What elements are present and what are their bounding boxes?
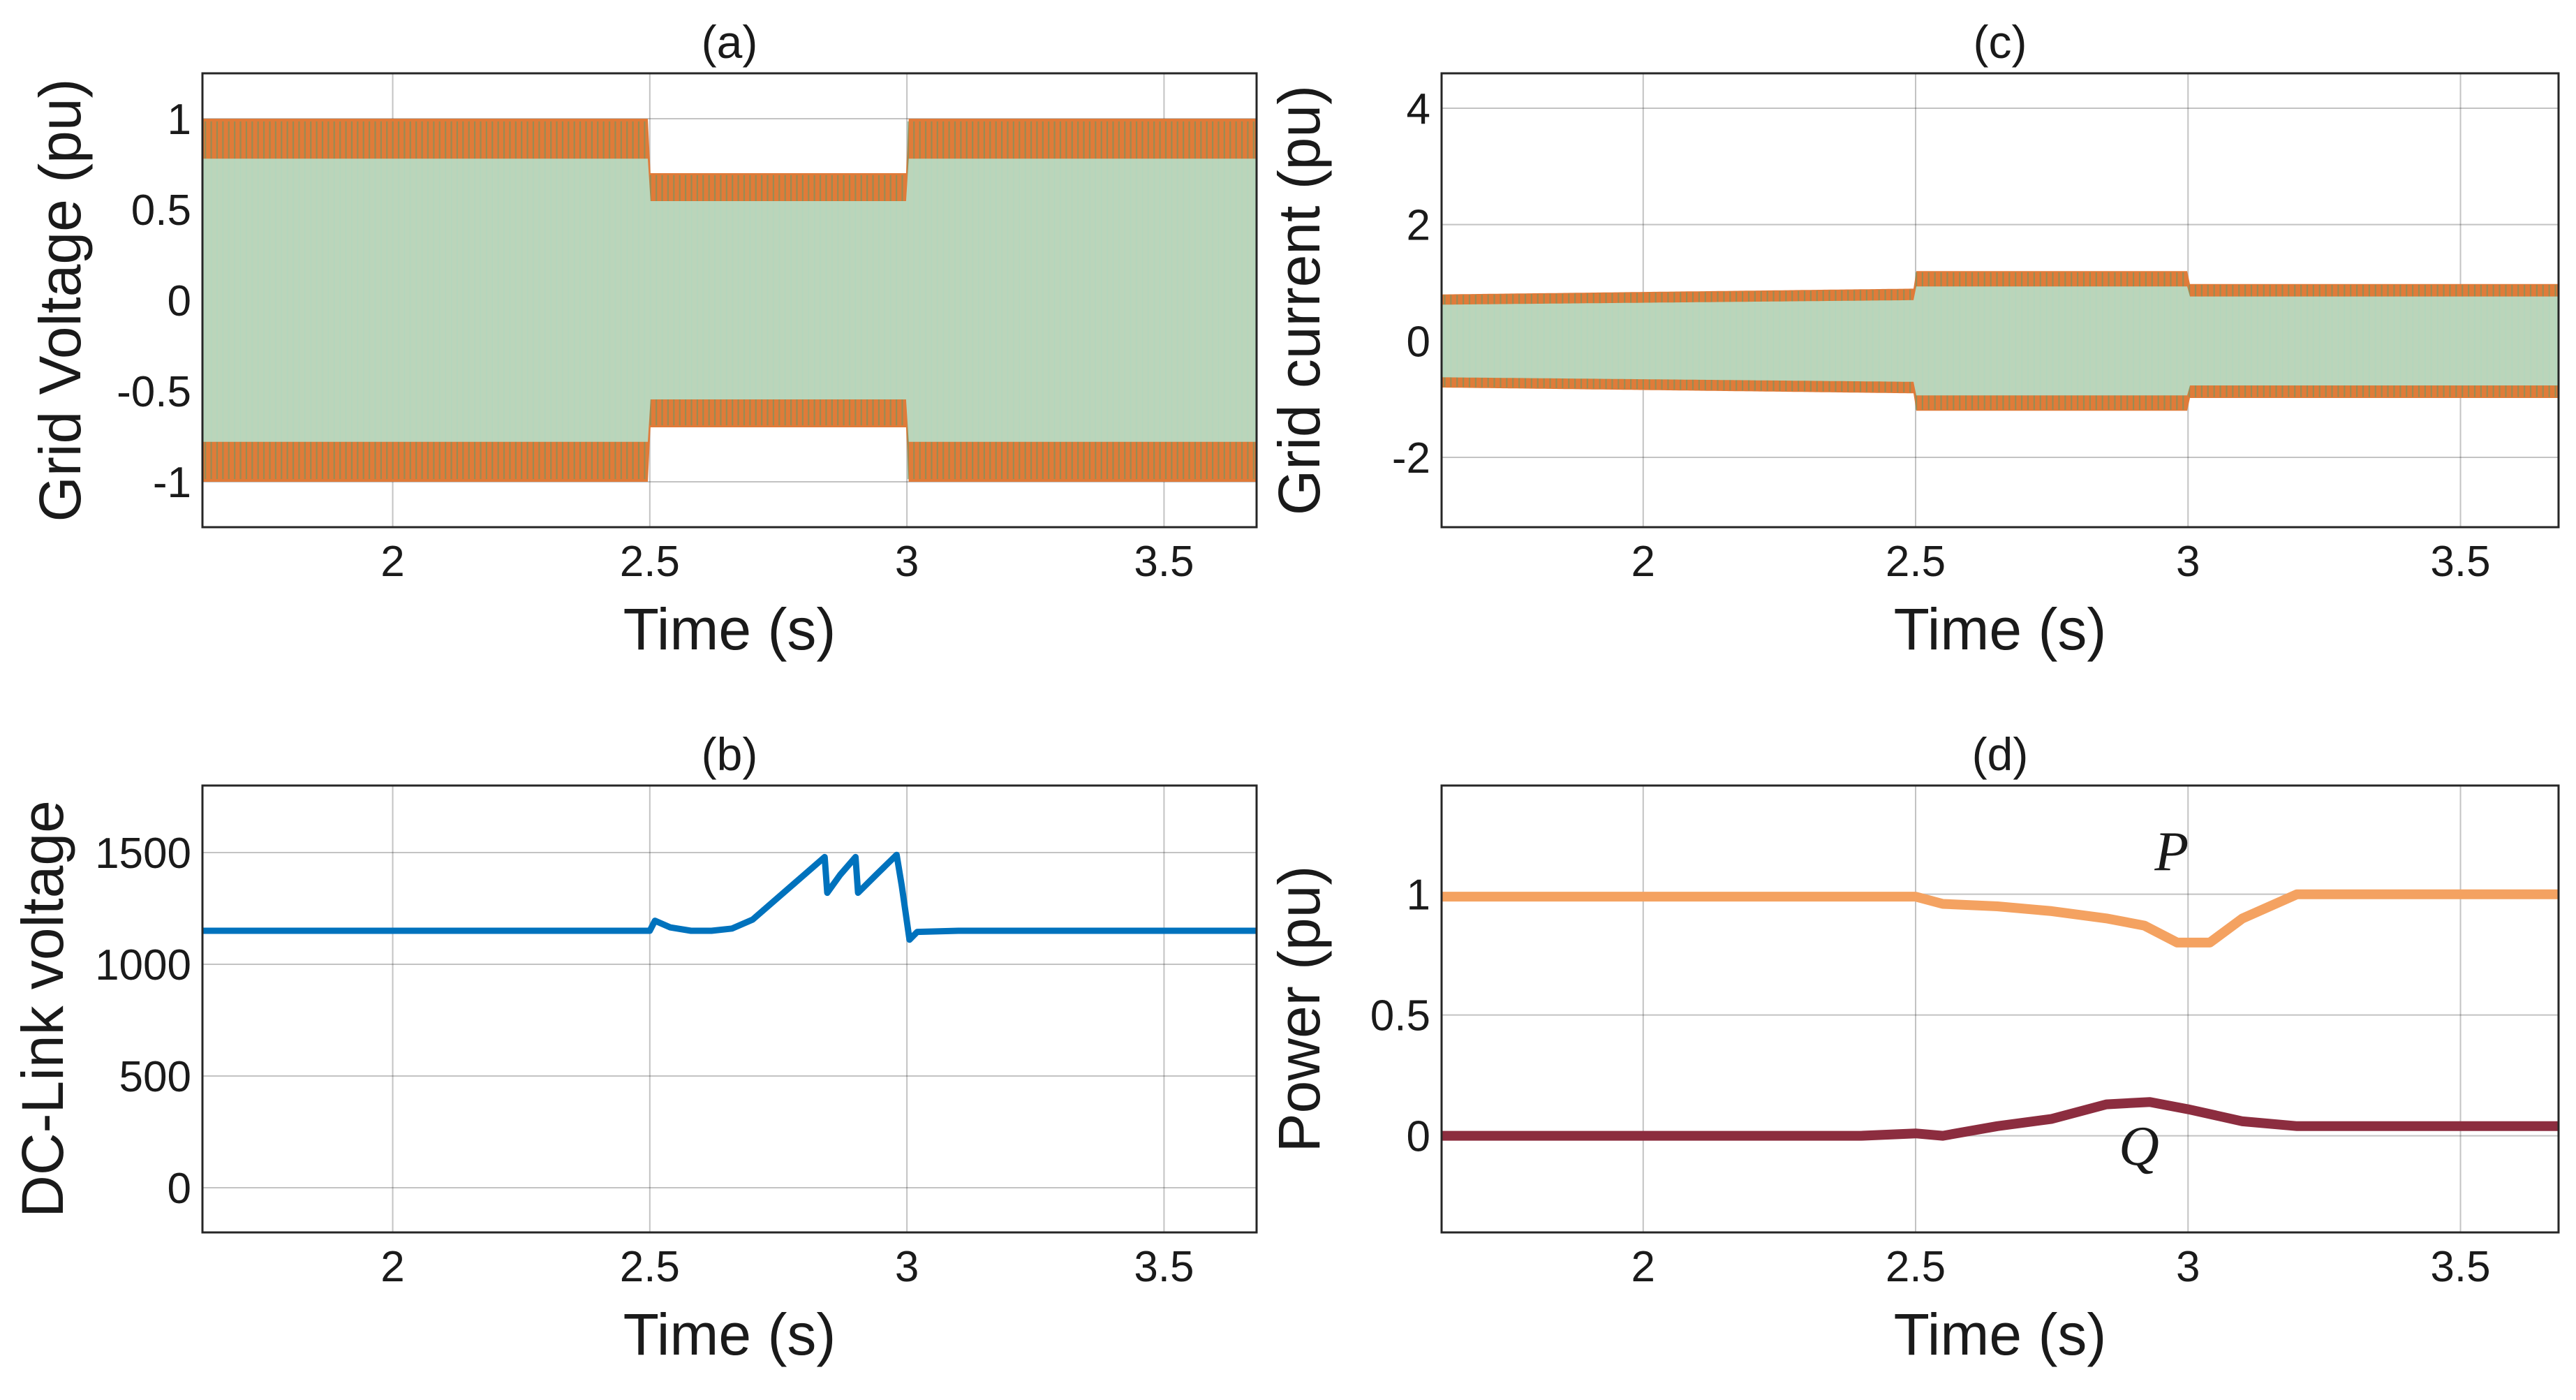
x-tick-label: 2 bbox=[1631, 1243, 1655, 1291]
chart-title: (c) bbox=[1974, 16, 2027, 68]
chart-title: (d) bbox=[1972, 728, 2029, 780]
y-tick-label: -1 bbox=[153, 459, 191, 507]
waveform-core bbox=[202, 159, 1257, 442]
x-tick-label: 3.5 bbox=[2430, 538, 2490, 586]
y-tick-label: 2 bbox=[1407, 202, 1430, 250]
x-tick-label: 2.5 bbox=[620, 1243, 680, 1291]
x-tick-label: 3.5 bbox=[1134, 538, 1194, 586]
panel-d-power: 2 2.5 3 3.5 0 0.5 1 (d) Time (s) Power (pu) P Q bbox=[1266, 728, 2560, 1367]
x-tick-label: 3.5 bbox=[1134, 1243, 1194, 1291]
axes-frame bbox=[201, 784, 1258, 1234]
axes-frame bbox=[1440, 72, 2560, 529]
x-tick-label: 2.5 bbox=[1886, 1243, 1946, 1291]
y-axis-label: Power (pu) bbox=[1266, 866, 1332, 1153]
panel-a-grid-voltage: 2 2.5 3 3.5 -1 -0.5 0 0.5 1 (a) Time (s) Grid Volta… bbox=[27, 16, 1258, 662]
x-axis-label: Time (s) bbox=[623, 596, 836, 662]
x-tick-label: 3 bbox=[2176, 1243, 2200, 1291]
x-tick-label: 2 bbox=[1631, 538, 1655, 586]
panel-b-dc-link-voltage: 2 2.5 3 3.5 0 500 1000 1500 (b) Time (s) DC-Link v… bbox=[10, 728, 1258, 1367]
plot-area bbox=[202, 119, 1257, 482]
axes-frame bbox=[201, 72, 1258, 529]
y-tick-label: 4 bbox=[1407, 85, 1430, 133]
plot-area bbox=[202, 851, 1257, 943]
panel-c-grid-current: 2 2.5 3 3.5 -2 0 2 4 (c) Time (s) Grid current (pu… bbox=[1266, 16, 2560, 662]
waveform-core bbox=[1442, 286, 2559, 396]
x-tick-label: 2 bbox=[380, 538, 404, 586]
chart-title: (b) bbox=[702, 728, 758, 780]
plot-area bbox=[1442, 271, 2559, 411]
y-tick-label: 0.5 bbox=[131, 186, 191, 235]
y-tick-label: 0 bbox=[168, 277, 191, 325]
y-tick-label: 1500 bbox=[95, 830, 191, 878]
y-axis-label: DC-Link voltage bbox=[10, 800, 75, 1218]
x-tick-label: 3 bbox=[895, 1243, 919, 1291]
annotation-p: P bbox=[2154, 821, 2189, 883]
series-line-vdc bbox=[202, 851, 1257, 943]
y-axis-label: Grid current (pu) bbox=[1266, 85, 1332, 515]
x-tick-label: 2 bbox=[380, 1243, 404, 1291]
series-line-q bbox=[1442, 1097, 2559, 1141]
x-axis-label: Time (s) bbox=[623, 1302, 836, 1367]
chart-title: (a) bbox=[702, 16, 758, 68]
y-tick-label: 0 bbox=[1407, 1113, 1430, 1161]
y-tick-label: 1 bbox=[1407, 871, 1430, 920]
x-tick-label: 2.5 bbox=[1886, 538, 1946, 586]
series-line-p bbox=[1442, 889, 2559, 948]
y-tick-label: 1000 bbox=[95, 941, 191, 989]
y-tick-label: 0 bbox=[168, 1165, 191, 1213]
y-tick-label: 0.5 bbox=[1370, 992, 1430, 1040]
y-tick-label: -0.5 bbox=[117, 368, 191, 416]
x-axis-label: Time (s) bbox=[1894, 1302, 2107, 1367]
x-tick-label: 3 bbox=[2176, 538, 2200, 586]
x-tick-label: 2.5 bbox=[620, 538, 680, 586]
x-tick-label: 3 bbox=[895, 538, 919, 586]
y-tick-label: -2 bbox=[1392, 434, 1430, 482]
annotation-q: Q bbox=[2119, 1116, 2159, 1177]
plot-area bbox=[1442, 889, 2559, 1141]
x-axis-label: Time (s) bbox=[1894, 596, 2107, 662]
axes-frame bbox=[1440, 784, 2560, 1234]
y-tick-label: 1 bbox=[168, 96, 191, 144]
y-tick-label: 0 bbox=[1407, 318, 1430, 366]
y-tick-label: 500 bbox=[119, 1053, 191, 1101]
x-tick-label: 3.5 bbox=[2430, 1243, 2490, 1291]
y-axis-label: Grid Voltage (pu) bbox=[27, 78, 93, 522]
